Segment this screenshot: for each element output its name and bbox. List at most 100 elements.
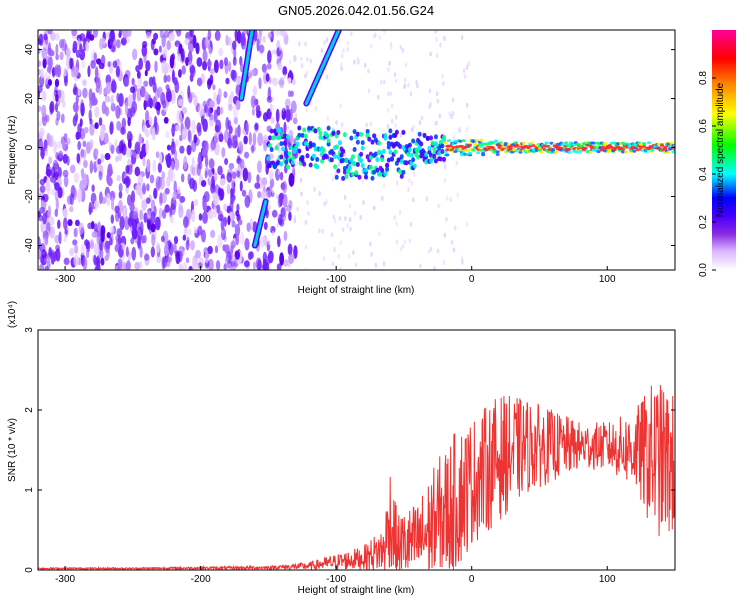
noise-blob (80, 149, 87, 159)
noise-blob (269, 170, 274, 181)
noise-blob (195, 249, 201, 259)
noise-blob (167, 169, 173, 181)
noise-blob (175, 124, 182, 131)
noise-blob (182, 216, 189, 228)
noise-blob (130, 190, 136, 204)
carrier-blob (406, 151, 411, 157)
noise-blob (292, 117, 298, 125)
noise-blob (72, 101, 79, 113)
noise-blob (118, 92, 124, 107)
noise-blob (161, 171, 166, 180)
carrier-blob (321, 147, 326, 153)
noise-blob (231, 171, 237, 180)
noise-blob (87, 222, 93, 230)
noise-blob (389, 41, 392, 47)
noise-blob (94, 122, 99, 130)
noise-blob (261, 63, 267, 73)
carrier-blob (453, 149, 458, 153)
carrier-blob (518, 150, 523, 154)
carrier-blob (609, 141, 614, 145)
noise-blob (277, 214, 283, 226)
noise-blob (109, 225, 115, 235)
carrier-blob (341, 175, 346, 181)
carrier-blob (404, 160, 409, 166)
noise-blob (44, 265, 49, 270)
noise-blob (234, 250, 241, 260)
colorbar: 0.0 0.2 0.4 0.6 0.8 Normalized spectral ampl… (698, 30, 736, 277)
carrier-blob (521, 141, 526, 145)
noise-blob (398, 210, 402, 216)
carrier-blob (360, 145, 365, 151)
carrier-blob (363, 167, 368, 173)
carrier-blob (620, 141, 625, 145)
noise-blob (47, 79, 53, 86)
noise-blob (119, 216, 125, 230)
noise-blob (445, 216, 448, 222)
carrier-blob (607, 148, 612, 152)
noise-blob (247, 171, 252, 184)
noise-blob (323, 40, 326, 46)
colorbar-gradient (712, 30, 736, 270)
noise-blob (378, 34, 381, 40)
noise-blob (54, 32, 60, 41)
noise-blob (246, 222, 251, 232)
noise-blob (279, 45, 282, 51)
carrier-blob (331, 130, 336, 136)
noise-blob (176, 53, 181, 62)
noise-blob (236, 170, 241, 178)
noise-blob (213, 59, 219, 74)
noise-blob (87, 65, 91, 78)
carrier-blob (398, 143, 403, 149)
carrier-blob (398, 169, 403, 175)
noise-blob (271, 209, 278, 218)
noise-blob (458, 127, 461, 133)
carrier-blob (440, 143, 445, 149)
noise-blob (344, 216, 347, 222)
carrier-blob (564, 141, 569, 145)
noise-blob (152, 127, 156, 141)
colorbar-tick-label: 0.4 (698, 167, 709, 181)
carrier-blob (359, 131, 364, 137)
noise-blob (154, 60, 158, 73)
noise-blob (142, 124, 148, 134)
noise-blob (450, 114, 453, 120)
noise-blob (361, 178, 364, 184)
snr-y-tick-label: 1 (24, 487, 35, 493)
noise-blob (412, 171, 416, 177)
noise-blob (152, 159, 157, 173)
noise-blob (202, 49, 208, 62)
noise-blob (218, 47, 224, 57)
carrier-blob (284, 151, 289, 157)
carrier-blob (266, 156, 271, 162)
carrier-blob (311, 153, 316, 159)
noise-blob (83, 126, 89, 134)
carrier-blob (303, 140, 308, 146)
noise-blob (115, 105, 121, 119)
noise-blob (141, 198, 148, 211)
noise-blob (100, 153, 105, 164)
noise-blob (204, 250, 209, 264)
carrier-blob (326, 138, 331, 144)
carrier-blob (459, 144, 464, 148)
noise-blob (124, 69, 131, 79)
noise-blob (94, 66, 99, 79)
noise-blob (451, 97, 455, 103)
noise-blob (387, 107, 390, 113)
noise-blob (330, 232, 334, 238)
carrier-blob (554, 150, 559, 154)
carrier-blob (336, 130, 341, 136)
noise-blob (38, 236, 41, 250)
noise-blob (62, 169, 69, 178)
noise-blob (69, 247, 75, 257)
noise-blob (309, 58, 312, 64)
carrier-blob (438, 156, 443, 162)
noise-blob (382, 183, 386, 189)
noise-blob (251, 107, 255, 116)
noise-blob (143, 80, 149, 87)
carrier-blob (448, 144, 453, 148)
carrier-blob (646, 141, 651, 145)
noise-blob (153, 115, 158, 128)
noise-blob (427, 249, 430, 255)
colorbar-tick-label: 0.0 (698, 263, 709, 277)
noise-blob (281, 107, 287, 120)
